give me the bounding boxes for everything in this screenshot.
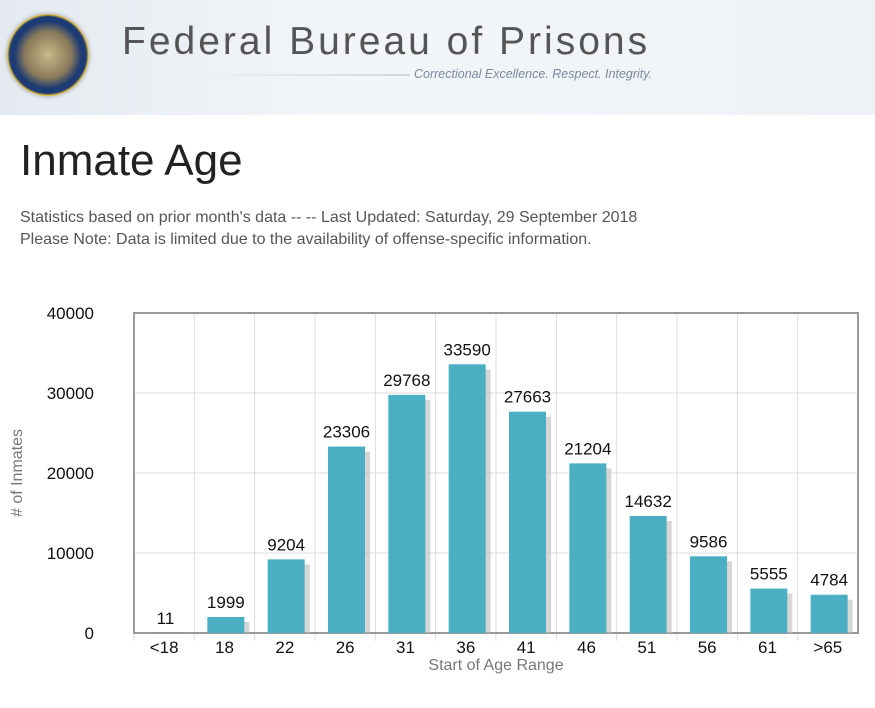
tagline: Correctional Excellence. Respect. Integr… bbox=[414, 67, 653, 81]
bar bbox=[690, 556, 727, 633]
x-tick-label: >65 bbox=[813, 638, 842, 657]
data-label: 21204 bbox=[564, 439, 611, 458]
x-tick-label: 41 bbox=[517, 638, 536, 657]
doj-seal-logo bbox=[7, 14, 89, 96]
y-tick-label: 40000 bbox=[47, 304, 94, 323]
site-title[interactable]: Federal Bureau of Prisons bbox=[122, 20, 651, 63]
y-tick-label: 0 bbox=[85, 624, 94, 643]
data-label: 11 bbox=[157, 609, 175, 628]
data-label: 23306 bbox=[323, 423, 370, 442]
header-banner: Federal Bureau of Prisons Correctional E… bbox=[0, 0, 875, 115]
x-tick-label: 22 bbox=[275, 638, 294, 657]
y-tick-label: 10000 bbox=[47, 544, 94, 563]
y-axis-title: # of Inmates bbox=[9, 429, 26, 517]
x-tick-label: 51 bbox=[637, 638, 656, 657]
bar bbox=[328, 446, 365, 633]
bar bbox=[388, 394, 426, 633]
y-tick-label: 30000 bbox=[47, 384, 94, 403]
plot-border bbox=[133, 312, 859, 634]
x-tick-label: 36 bbox=[456, 638, 475, 657]
tagline-divider bbox=[200, 74, 410, 76]
x-tick-label: 26 bbox=[336, 638, 355, 657]
data-limit-note: Please Note: Data is limited due to the … bbox=[20, 231, 592, 248]
data-label: 1999 bbox=[207, 593, 245, 612]
bar bbox=[629, 515, 667, 633]
last-updated-note: Statistics based on prior month's data -… bbox=[20, 209, 638, 226]
data-label: 5555 bbox=[750, 565, 788, 584]
y-tick-label: 20000 bbox=[47, 464, 94, 483]
bar bbox=[448, 364, 486, 633]
x-tick-label: 46 bbox=[577, 638, 596, 657]
data-label: 29768 bbox=[383, 371, 430, 390]
bar bbox=[207, 617, 245, 633]
bar bbox=[750, 588, 788, 633]
data-label: 27663 bbox=[504, 388, 551, 407]
data-label: 33590 bbox=[444, 340, 491, 359]
x-tick-label: <18 bbox=[150, 638, 179, 657]
x-tick-label: 31 bbox=[396, 638, 415, 657]
x-tick-label: 61 bbox=[758, 638, 777, 657]
bar bbox=[509, 411, 546, 633]
x-axis-title: Start of Age Range bbox=[428, 657, 563, 674]
data-label: 14632 bbox=[625, 492, 672, 511]
data-label: 9204 bbox=[267, 535, 305, 554]
bar bbox=[810, 594, 848, 633]
bar bbox=[267, 559, 305, 633]
data-label: 4784 bbox=[810, 571, 848, 590]
x-tick-label: 18 bbox=[215, 638, 234, 657]
x-tick-label: 56 bbox=[698, 638, 717, 657]
bar bbox=[569, 463, 607, 633]
data-label: 9586 bbox=[690, 532, 728, 551]
page-title: Inmate Age bbox=[20, 136, 243, 185]
